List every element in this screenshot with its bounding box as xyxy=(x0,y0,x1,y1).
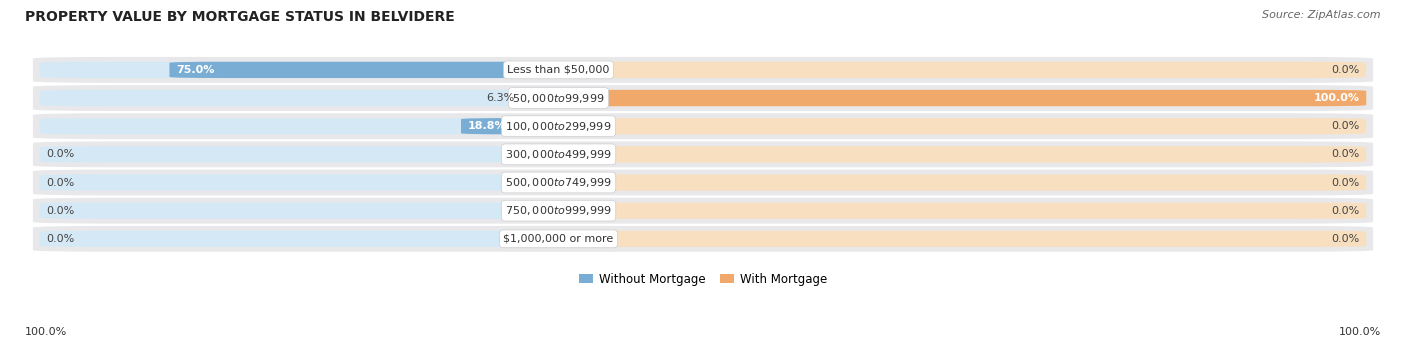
FancyBboxPatch shape xyxy=(39,90,558,106)
Text: 0.0%: 0.0% xyxy=(1331,234,1360,244)
FancyBboxPatch shape xyxy=(558,90,1367,106)
Text: 0.0%: 0.0% xyxy=(1331,65,1360,75)
Text: 0.0%: 0.0% xyxy=(1331,149,1360,159)
FancyBboxPatch shape xyxy=(558,90,1367,106)
FancyBboxPatch shape xyxy=(39,146,558,163)
Text: 100.0%: 100.0% xyxy=(1313,93,1360,103)
Text: 6.3%: 6.3% xyxy=(486,93,515,103)
Text: $50,000 to $99,999: $50,000 to $99,999 xyxy=(512,91,605,104)
Text: 0.0%: 0.0% xyxy=(46,206,75,216)
FancyBboxPatch shape xyxy=(32,226,1374,252)
FancyBboxPatch shape xyxy=(32,198,1374,224)
Text: 0.0%: 0.0% xyxy=(46,234,75,244)
FancyBboxPatch shape xyxy=(558,203,1367,219)
FancyBboxPatch shape xyxy=(32,85,1374,111)
FancyBboxPatch shape xyxy=(39,174,558,191)
Text: $100,000 to $299,999: $100,000 to $299,999 xyxy=(505,120,612,133)
FancyBboxPatch shape xyxy=(503,90,581,106)
Text: PROPERTY VALUE BY MORTGAGE STATUS IN BELVIDERE: PROPERTY VALUE BY MORTGAGE STATUS IN BEL… xyxy=(25,10,456,24)
Text: $750,000 to $999,999: $750,000 to $999,999 xyxy=(505,204,612,217)
FancyBboxPatch shape xyxy=(558,118,1367,134)
Text: Less than $50,000: Less than $50,000 xyxy=(508,65,610,75)
Text: 18.8%: 18.8% xyxy=(468,121,506,131)
FancyBboxPatch shape xyxy=(558,174,1367,191)
FancyBboxPatch shape xyxy=(170,62,558,78)
FancyBboxPatch shape xyxy=(32,113,1374,139)
Text: $500,000 to $749,999: $500,000 to $749,999 xyxy=(505,176,612,189)
FancyBboxPatch shape xyxy=(558,146,1367,163)
Text: 100.0%: 100.0% xyxy=(25,327,67,337)
FancyBboxPatch shape xyxy=(32,170,1374,195)
Text: 0.0%: 0.0% xyxy=(1331,206,1360,216)
Text: 100.0%: 100.0% xyxy=(1339,327,1381,337)
FancyBboxPatch shape xyxy=(39,203,558,219)
Text: 0.0%: 0.0% xyxy=(1331,121,1360,131)
Text: 75.0%: 75.0% xyxy=(176,65,215,75)
Text: 0.0%: 0.0% xyxy=(46,177,75,188)
Text: 0.0%: 0.0% xyxy=(46,149,75,159)
Text: $300,000 to $499,999: $300,000 to $499,999 xyxy=(505,148,612,161)
Legend: Without Mortgage, With Mortgage: Without Mortgage, With Mortgage xyxy=(574,268,832,290)
Text: $1,000,000 or more: $1,000,000 or more xyxy=(503,234,613,244)
FancyBboxPatch shape xyxy=(558,231,1367,247)
FancyBboxPatch shape xyxy=(32,57,1374,83)
FancyBboxPatch shape xyxy=(558,62,1367,78)
FancyBboxPatch shape xyxy=(39,118,558,134)
FancyBboxPatch shape xyxy=(39,62,558,78)
FancyBboxPatch shape xyxy=(461,118,558,134)
Text: 0.0%: 0.0% xyxy=(1331,177,1360,188)
FancyBboxPatch shape xyxy=(39,231,558,247)
Text: Source: ZipAtlas.com: Source: ZipAtlas.com xyxy=(1263,10,1381,20)
FancyBboxPatch shape xyxy=(32,141,1374,167)
